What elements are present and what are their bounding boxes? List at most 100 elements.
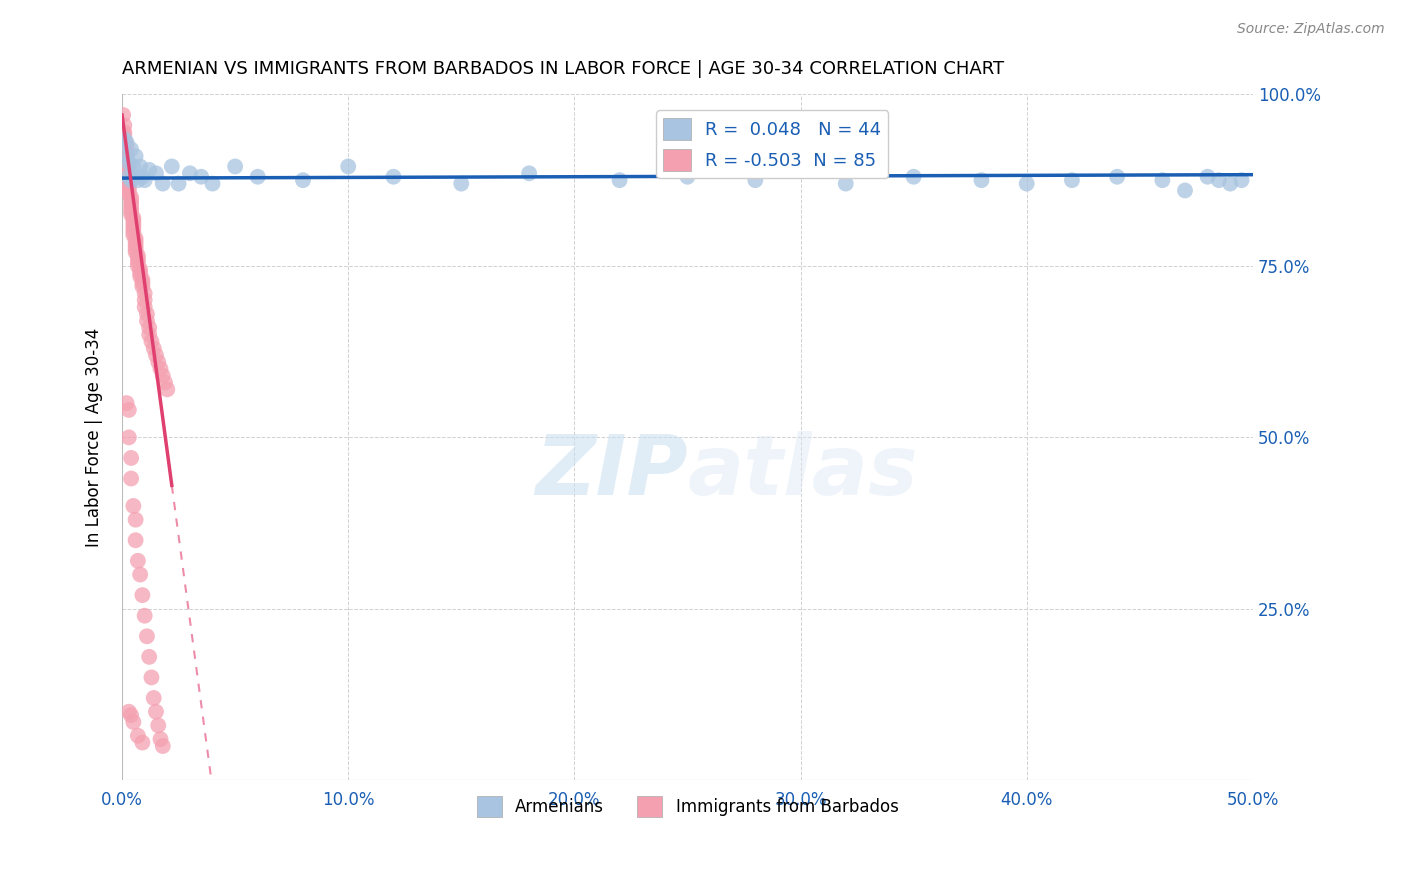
Point <box>291 173 314 187</box>
Point <box>450 177 472 191</box>
Point <box>148 355 170 369</box>
Point <box>118 166 141 180</box>
Point <box>167 177 190 191</box>
Point <box>676 169 699 184</box>
Point <box>138 162 160 177</box>
Point <box>122 169 145 184</box>
Point <box>127 729 149 743</box>
Point <box>136 629 159 643</box>
Point <box>114 136 136 150</box>
Point <box>1060 173 1083 187</box>
Point <box>115 396 138 410</box>
Point <box>120 194 142 208</box>
Point <box>152 368 174 383</box>
Point <box>1219 177 1241 191</box>
Point <box>124 245 146 260</box>
Point <box>118 160 141 174</box>
Point <box>138 320 160 334</box>
Point <box>131 169 153 184</box>
Y-axis label: In Labor Force | Age 30-34: In Labor Force | Age 30-34 <box>86 327 103 547</box>
Point <box>131 588 153 602</box>
Point <box>337 160 360 174</box>
Point <box>145 705 167 719</box>
Point <box>115 153 138 167</box>
Point <box>115 149 138 163</box>
Text: Source: ZipAtlas.com: Source: ZipAtlas.com <box>1237 22 1385 37</box>
Point <box>129 567 152 582</box>
Point <box>115 136 138 150</box>
Point <box>117 156 139 170</box>
Point <box>122 499 145 513</box>
Point <box>131 272 153 286</box>
Point <box>142 691 165 706</box>
Point <box>970 173 993 187</box>
Point <box>138 649 160 664</box>
Point <box>131 279 153 293</box>
Point <box>112 108 135 122</box>
Point <box>142 341 165 355</box>
Point <box>136 307 159 321</box>
Point <box>120 190 142 204</box>
Point <box>122 227 145 242</box>
Point <box>246 169 269 184</box>
Point <box>517 166 540 180</box>
Point <box>122 225 145 239</box>
Point <box>153 376 176 390</box>
Point <box>145 348 167 362</box>
Point <box>138 327 160 342</box>
Point <box>382 169 405 184</box>
Point <box>124 533 146 548</box>
Point <box>122 221 145 235</box>
Point <box>118 705 141 719</box>
Point <box>122 160 145 174</box>
Point <box>127 173 149 187</box>
Point <box>131 735 153 749</box>
Point <box>122 714 145 729</box>
Point <box>156 382 179 396</box>
Point <box>124 235 146 249</box>
Point <box>112 125 135 139</box>
Point <box>744 173 766 187</box>
Point <box>124 149 146 163</box>
Point <box>835 177 858 191</box>
Point <box>149 732 172 747</box>
Point <box>118 186 141 201</box>
Point <box>120 173 142 187</box>
Point <box>118 169 141 184</box>
Point <box>120 201 142 215</box>
Point <box>141 670 163 684</box>
Point <box>120 708 142 723</box>
Point <box>112 118 135 132</box>
Point <box>160 160 183 174</box>
Point <box>609 173 631 187</box>
Text: ARMENIAN VS IMMIGRANTS FROM BARBADOS IN LABOR FORCE | AGE 30-34 CORRELATION CHAR: ARMENIAN VS IMMIGRANTS FROM BARBADOS IN … <box>122 60 1004 78</box>
Point <box>129 266 152 280</box>
Point <box>120 471 142 485</box>
Legend: Armenians, Immigrants from Barbados: Armenians, Immigrants from Barbados <box>470 789 905 823</box>
Point <box>1197 169 1219 184</box>
Point <box>129 262 152 277</box>
Point <box>141 334 163 349</box>
Point <box>118 156 141 170</box>
Point <box>118 169 141 184</box>
Point <box>127 259 149 273</box>
Point <box>903 169 925 184</box>
Point <box>122 214 145 228</box>
Point <box>1015 177 1038 191</box>
Point <box>118 180 141 194</box>
Point <box>115 145 138 160</box>
Point <box>129 160 152 174</box>
Point <box>129 269 152 284</box>
Point <box>127 255 149 269</box>
Point <box>134 286 156 301</box>
Point <box>124 513 146 527</box>
Point <box>120 197 142 211</box>
Point <box>131 276 153 290</box>
Point <box>148 718 170 732</box>
Point <box>134 608 156 623</box>
Point <box>1107 169 1129 184</box>
Point <box>122 211 145 225</box>
Point <box>127 249 149 263</box>
Point <box>1174 184 1197 198</box>
Point <box>152 739 174 753</box>
